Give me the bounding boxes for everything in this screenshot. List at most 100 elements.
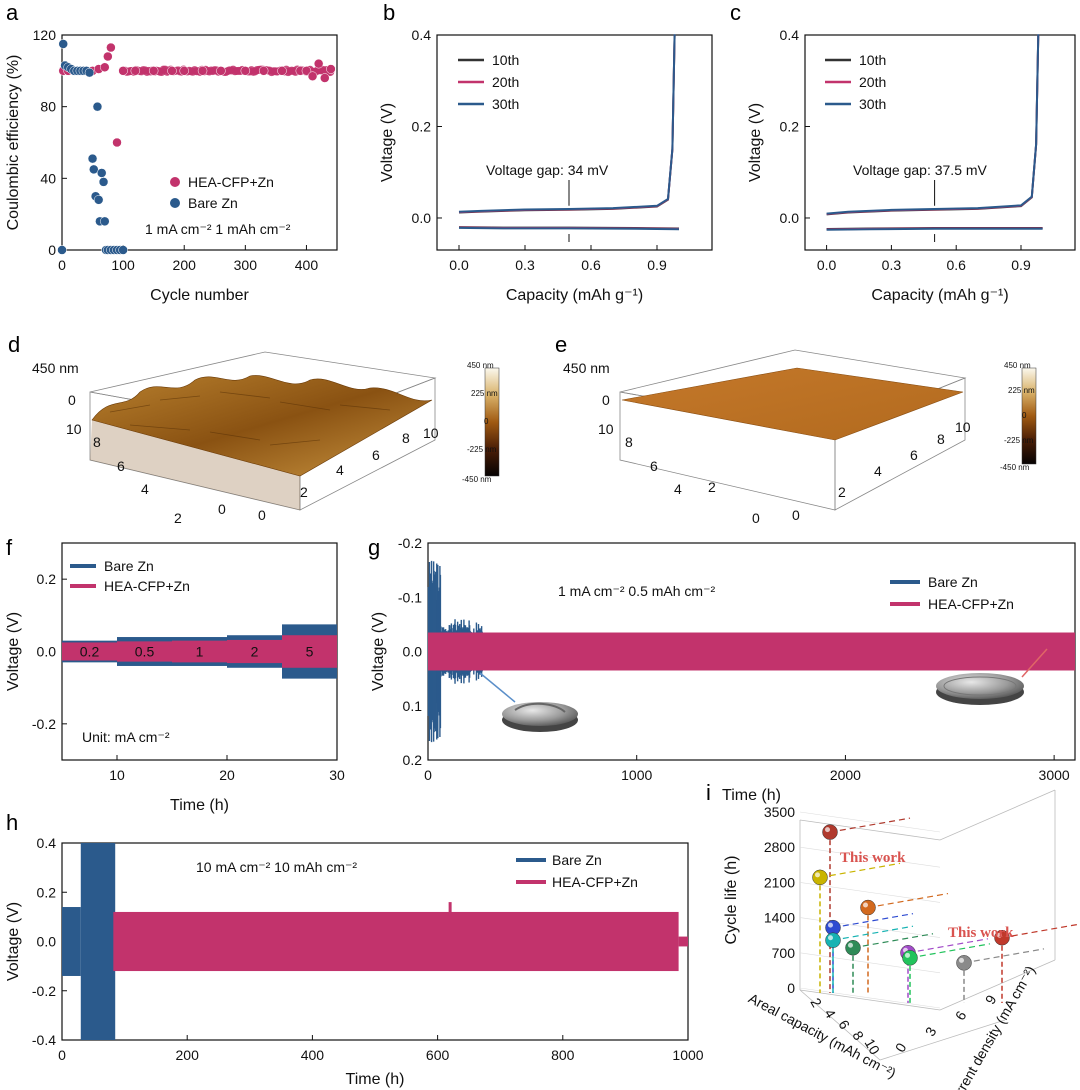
ytick-label-f: -0.2 (32, 716, 56, 732)
legend-label-h: HEA-CFP+Zn (552, 874, 638, 890)
bare-zn-point (58, 39, 68, 49)
bare-zn-point (93, 195, 104, 205)
xtick-label-a: 400 (295, 257, 319, 273)
annotation-conditions-a: 1 mA cm⁻² 1 mAh cm⁻² (145, 221, 291, 237)
panel-letter-d: d (8, 332, 20, 357)
hea-cfp-zn-point (112, 137, 122, 148)
hea-cfp-zn-point (197, 66, 208, 76)
x-axis-label-c: Capacity (mAh g⁻¹) (871, 287, 1008, 304)
ytick-label-a: 120 (33, 27, 57, 43)
ztick-label-i: 6 (952, 1008, 970, 1023)
xtick-label-f: 20 (219, 767, 235, 783)
plot-3d-box-i (799, 789, 1056, 1061)
guide-line-i (963, 948, 1045, 964)
y-axis-label-i: Cycle life (h) (723, 856, 740, 945)
y-axis-label-a: Coulombic efficiency (%) (5, 55, 22, 231)
ytick-label-g: 0.2 (403, 752, 423, 768)
hea-cfp-zn-point (216, 66, 226, 76)
hea-cfp-zn-point (106, 42, 116, 53)
guide-line-i (1001, 923, 1080, 939)
rate-label-f: 5 (306, 644, 314, 660)
xtick-label-a: 100 (111, 257, 135, 273)
voltage-gap-label-b: Voltage gap: 34 mV (486, 162, 609, 178)
floor-right-edge-i (939, 959, 1056, 1011)
ytick-label-i: 0 (787, 980, 795, 996)
bare-zn-early-band-h (62, 907, 81, 976)
hea-cfp-zn-point (240, 66, 251, 76)
data-ball-i (845, 940, 861, 956)
ball-highlight-i (825, 827, 830, 833)
panel-letter-h: h (6, 810, 18, 835)
guide-line-i (852, 933, 934, 949)
xtick-label-i: 2 (807, 995, 825, 1010)
ytick-label-b: 0.0 (412, 210, 432, 226)
bare-zn-point (89, 164, 99, 175)
x-axis-label-f: Time (h) (170, 797, 229, 814)
xtick-label-c: 0.0 (817, 257, 837, 273)
ytick-label-c: 0.2 (780, 118, 800, 134)
unit-annotation-f: Unit: mA cm⁻² (82, 729, 170, 745)
rate-label-f: 2 (251, 644, 259, 660)
ytick-label-g: -0.1 (398, 589, 422, 605)
xtick-label-f: 30 (329, 767, 345, 783)
hea-cfp-zn-point (326, 64, 336, 74)
legend-label-g: Bare Zn (928, 574, 978, 590)
ytick-label-h: -0.4 (32, 1032, 56, 1048)
annotation-conditions-h: 10 mA cm⁻² 10 mAh cm⁻² (196, 859, 357, 875)
xtick-label-g: 2000 (830, 767, 861, 783)
hea-cfp-zn-tail-h (678, 936, 688, 947)
ztick-label-i: 0 (892, 1040, 910, 1055)
xtick-label-g: 0 (424, 767, 432, 783)
ytick-label-h: -0.2 (32, 983, 56, 999)
ytick-label-i: 2100 (764, 874, 795, 890)
afm-e-z0: 0 (602, 392, 610, 408)
data-ball-i (822, 824, 838, 840)
colorbar-e: 450 nm 225 nm 0 -225 nm -450 nm (1000, 361, 1037, 472)
y-axis-label-f: Voltage (V) (5, 612, 22, 691)
ytick-label-f: 0.2 (37, 571, 57, 587)
legend-label-hea-cfp-zn-a: HEA-CFP+Zn (188, 174, 274, 190)
legend-label-f: Bare Zn (104, 558, 154, 574)
xtick-label-g: 3000 (1039, 767, 1070, 783)
afm-e-ytick-10: 10 (955, 419, 971, 435)
ball-highlight-i (828, 922, 833, 928)
xtick-label-h: 200 (176, 1047, 200, 1063)
x-axis-label-h: Time (h) (346, 1071, 405, 1088)
xtick-label-g: 1000 (621, 767, 652, 783)
hea-cfp-zn-point (130, 66, 141, 76)
this-work-label-bottom-i: This work (948, 925, 1014, 941)
xtick-label-f: 10 (109, 767, 125, 783)
legend-label-b: 30th (492, 96, 519, 112)
xtick-label-h: 800 (551, 1047, 575, 1063)
rate-label-f: 0.5 (135, 644, 155, 660)
plot-frame-a (61, 34, 338, 251)
afm-d-z0: 0 (68, 392, 76, 408)
data-ball-i (812, 869, 828, 886)
rate-label-f: 1 (196, 644, 204, 660)
data-ball-i (902, 950, 918, 966)
xtick-label-a: 200 (173, 257, 197, 273)
bare-zn-point (57, 245, 67, 255)
y-axis-label-b: Voltage (V) (379, 103, 396, 182)
afm-e-zmax: 450 nm (563, 360, 610, 376)
ytick-label-g: 0.0 (403, 644, 423, 660)
panel-letter-f: f (6, 535, 13, 560)
gridline-i (799, 917, 941, 938)
hea-cfp-zn-point (301, 66, 312, 76)
xtick-label-b: 0.0 (449, 257, 469, 273)
cbar-d-label-1: 225 nm (471, 389, 498, 398)
ytick-label-i: 700 (772, 945, 796, 961)
ytick-label-i: 1400 (764, 910, 795, 926)
guide-line-i (909, 943, 991, 959)
plot-frame-c (804, 34, 1076, 251)
ytick-label-a: 40 (40, 170, 56, 186)
x-axis-label-b: Capacity (mAh g⁻¹) (506, 287, 643, 304)
ball-highlight-i (828, 935, 833, 941)
afm-e-ytick-6: 6 (910, 447, 918, 463)
ytick-label-b: 0.4 (412, 27, 432, 43)
plot-frame-b (436, 34, 713, 251)
bare-zn-point (98, 177, 109, 187)
ytick-label-h: 0.4 (37, 835, 57, 851)
x-axis-label-g: Time (h) (722, 787, 781, 804)
